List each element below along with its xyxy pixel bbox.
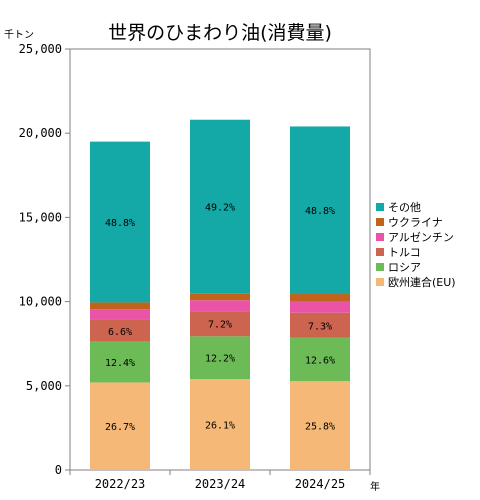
y-tick-label: 25,000 <box>19 42 62 56</box>
legend-swatch <box>376 248 384 256</box>
y-tick-label: 20,000 <box>19 126 62 140</box>
y-tick-label: 5,000 <box>26 379 62 393</box>
legend-label: アルゼンチン <box>388 231 454 244</box>
bar-segment <box>90 302 150 310</box>
bar-segment <box>290 381 350 470</box>
legend-label: トルコ <box>388 246 421 259</box>
legend-swatch <box>376 278 384 286</box>
legend-swatch <box>376 263 384 271</box>
bar-segment <box>90 319 150 342</box>
legend-swatch <box>376 203 384 211</box>
legend-label: その他 <box>388 201 421 214</box>
x-tick-label: 2022/23 <box>95 477 146 491</box>
bar-segment <box>290 337 350 382</box>
bar-segment <box>190 311 250 337</box>
data-label: 26.1% <box>205 421 235 432</box>
legend-label: 欧州連合(EU) <box>388 275 456 289</box>
bar-segment <box>190 379 250 470</box>
data-label: 49.2% <box>205 203 235 214</box>
data-label: 25.8% <box>305 422 335 433</box>
legend-swatch <box>376 218 384 226</box>
y-tick-label: 15,000 <box>19 210 62 224</box>
legend-label: ウクライナ <box>388 216 443 229</box>
y-tick-label: 0 <box>55 463 62 477</box>
x-tick-label: 2024/25 <box>295 477 346 491</box>
legend-swatch <box>376 233 384 241</box>
bar-segment <box>290 312 350 338</box>
data-label: 7.2% <box>208 320 232 331</box>
bar-segment <box>90 341 150 383</box>
data-label: 48.8% <box>105 218 135 229</box>
legend-label: ロシア <box>388 261 421 274</box>
data-label: 12.6% <box>305 356 335 367</box>
data-label: 26.7% <box>105 422 135 433</box>
chart-title: 世界のひまわり油(消費量) <box>108 22 332 44</box>
data-label: 48.8% <box>305 206 335 217</box>
bar-segment <box>190 293 250 301</box>
data-label: 12.4% <box>105 358 135 369</box>
bar-segment <box>290 294 350 302</box>
bar-segment <box>90 309 150 320</box>
data-label: 7.3% <box>308 321 332 332</box>
bar-segment <box>190 119 250 294</box>
chart-marks: 0 5,000 10,000 15,000 20,000 25,000 26.7% 12.4%… <box>19 42 456 491</box>
y-tick-label: 10,000 <box>19 295 62 309</box>
data-label: 6.6% <box>108 327 132 338</box>
y-axis-unit-label: 千トン <box>4 29 34 41</box>
bar-segment <box>90 141 150 303</box>
bar-segment <box>290 301 350 313</box>
bar-segment <box>190 300 250 312</box>
bar-segment <box>290 126 350 295</box>
bar-segment <box>90 382 150 470</box>
x-axis-unit-label: 年 <box>370 480 380 493</box>
bar-segment <box>190 336 250 380</box>
data-label: 12.2% <box>205 354 235 365</box>
x-tick-label: 2023/24 <box>195 477 246 491</box>
